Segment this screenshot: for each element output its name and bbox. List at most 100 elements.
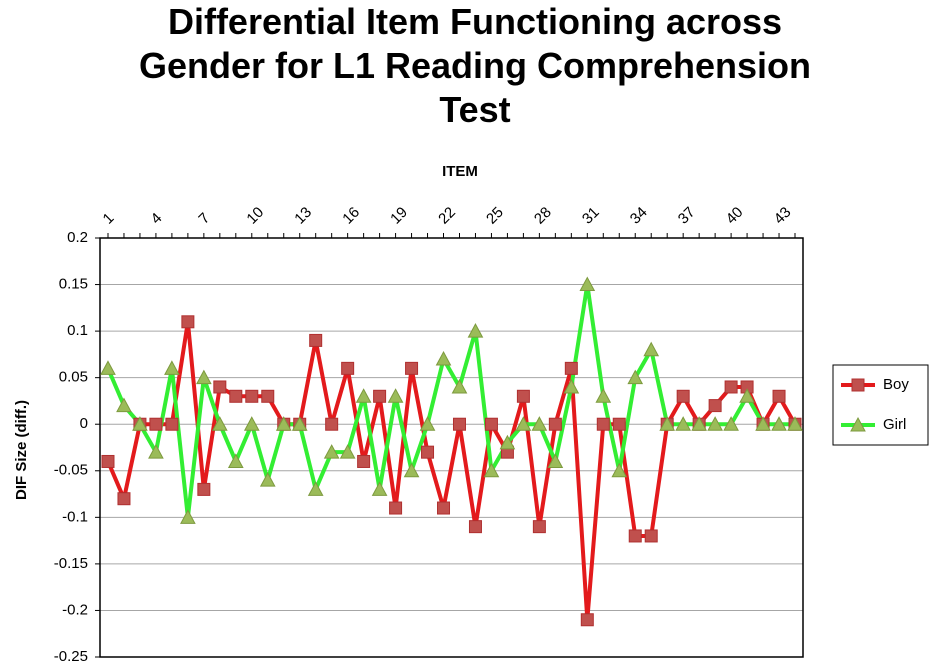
girl-marker (291, 416, 308, 431)
girl-marker (787, 416, 803, 431)
girl-marker (419, 416, 436, 431)
series-line (106, 282, 796, 520)
girl-marker (451, 378, 468, 394)
girl-marker (100, 360, 116, 375)
boy-marker (357, 454, 371, 468)
boy-marker (405, 361, 419, 375)
girl-marker (739, 388, 755, 403)
x-tick-label: 34 (627, 204, 651, 228)
boy-marker (516, 389, 530, 403)
y-tick-label: -0.2 (62, 601, 88, 618)
girl-marker (755, 416, 771, 431)
y-tick-label: -0.15 (54, 555, 88, 572)
chart-title: Differential Item Functioning across Gen… (138, 1, 812, 130)
girl-marker (403, 462, 420, 478)
x-tick-label: 10 (243, 204, 267, 228)
boy-marker (612, 417, 626, 431)
x-tick-label: 25 (483, 204, 507, 228)
boy-marker (452, 417, 466, 431)
boy-marker (772, 389, 786, 403)
x-tick-label: 1 (100, 210, 118, 228)
y-axis-title: DIF Size (diff.) (13, 400, 30, 500)
boy-marker (548, 417, 562, 431)
boy-marker (580, 613, 594, 627)
girl-marker (132, 416, 148, 431)
girl-marker (323, 444, 340, 459)
boy-marker (724, 380, 738, 394)
girl-marker (627, 369, 644, 385)
girl-marker (723, 416, 739, 431)
x-tick-label: 22 (435, 204, 459, 228)
legend-marker (850, 416, 866, 432)
plot-frame (99, 237, 804, 658)
girl-marker (515, 416, 532, 431)
boy-marker (596, 417, 610, 431)
boy-marker (484, 417, 498, 431)
boy-marker (245, 389, 259, 403)
y-tick-label: 0 (80, 415, 88, 432)
girl-marker (771, 416, 787, 431)
boy-marker (468, 520, 482, 534)
boy-marker (213, 380, 227, 394)
boy-marker (676, 389, 690, 403)
girl-marker (180, 509, 196, 524)
girl-marker (275, 416, 292, 431)
boy-marker (117, 492, 131, 506)
girl-marker (643, 341, 660, 357)
girl-marker (579, 276, 596, 292)
boy-marker (165, 417, 179, 431)
boy-marker (373, 389, 387, 403)
girl-marker (259, 472, 276, 487)
x-tick-label: 31 (579, 204, 603, 228)
boy-marker (149, 417, 163, 431)
y-tick-label: 0.05 (59, 369, 88, 386)
legend-label: Boy (883, 376, 909, 393)
girl-marker (227, 453, 244, 468)
girl-marker (371, 481, 388, 496)
girl-marker (659, 416, 676, 431)
girl-marker (387, 388, 404, 403)
x-tick-label: 16 (339, 204, 363, 228)
girl-marker (691, 416, 707, 431)
x-tick-label: 28 (531, 204, 555, 228)
girl-marker (164, 360, 180, 375)
boy-marker (389, 501, 403, 515)
girl-marker (355, 388, 372, 403)
girl-marker (243, 416, 260, 431)
x-tick-label: 40 (723, 204, 747, 228)
y-tick-label: -0.1 (62, 508, 88, 525)
x-tick-label: 7 (195, 210, 213, 228)
boy-marker (644, 529, 658, 543)
girl-marker (595, 388, 612, 403)
boy-marker (628, 529, 642, 543)
y-tick-label: -0.05 (54, 462, 88, 479)
boy-marker (261, 389, 275, 403)
x-tick-label: 37 (675, 204, 699, 228)
girl-marker (307, 481, 324, 496)
x-axis-title: ITEM (442, 163, 478, 180)
girl-marker (707, 416, 723, 431)
girl-marker (531, 416, 548, 431)
girl-marker (547, 453, 564, 468)
y-tick-label: 0.1 (67, 322, 88, 339)
boy-marker (421, 445, 435, 459)
girl-marker (196, 369, 212, 385)
girl-marker (563, 378, 580, 394)
girl-marker (611, 462, 628, 478)
boy-marker (564, 361, 578, 375)
girl-marker (339, 444, 356, 459)
legend-box (832, 364, 929, 446)
boy-marker (309, 333, 323, 347)
girl-marker (499, 434, 516, 450)
boy-marker (341, 361, 355, 375)
girl-marker (467, 323, 484, 338)
girl-marker (116, 397, 132, 413)
y-tick-label: 0.15 (59, 276, 88, 293)
girl-marker (675, 416, 692, 431)
y-tick-label: -0.25 (54, 648, 88, 665)
legend-marker (851, 378, 865, 392)
girl-marker (483, 462, 500, 478)
boy-marker (181, 315, 195, 329)
